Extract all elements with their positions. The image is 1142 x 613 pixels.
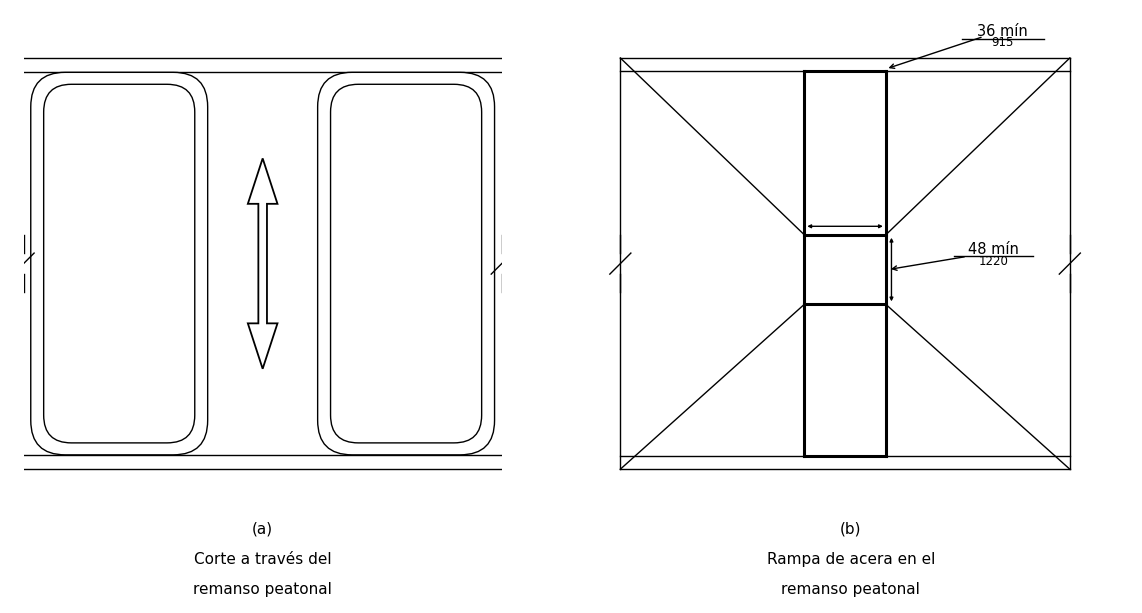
Text: 1220: 1220 xyxy=(979,254,1008,268)
Text: 915: 915 xyxy=(991,36,1014,49)
FancyBboxPatch shape xyxy=(31,72,208,455)
Text: (a): (a) xyxy=(252,521,273,536)
Text: 48 mín: 48 mín xyxy=(968,242,1019,257)
Text: remanso peatonal: remanso peatonal xyxy=(193,582,332,597)
FancyBboxPatch shape xyxy=(317,72,494,455)
FancyBboxPatch shape xyxy=(43,84,195,443)
Text: Rampa de acera en el: Rampa de acera en el xyxy=(766,552,935,566)
Text: 36 mín: 36 mín xyxy=(978,24,1028,39)
Text: Corte a través del: Corte a través del xyxy=(194,552,331,566)
FancyBboxPatch shape xyxy=(330,84,482,443)
Text: (b): (b) xyxy=(841,521,861,536)
Text: remanso peatonal: remanso peatonal xyxy=(781,582,920,597)
Polygon shape xyxy=(248,158,278,369)
